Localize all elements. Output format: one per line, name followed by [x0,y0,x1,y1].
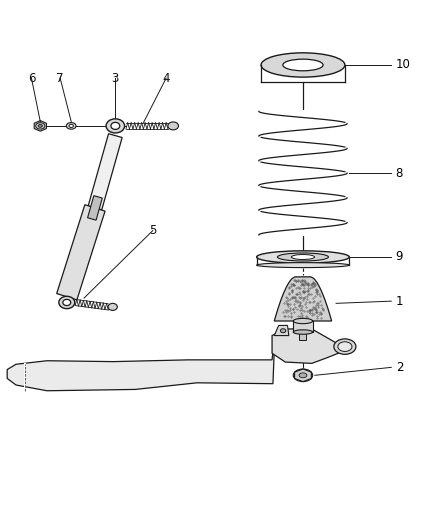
Ellipse shape [168,122,178,130]
Ellipse shape [38,124,42,127]
Polygon shape [274,325,289,336]
Text: 9: 9 [396,250,403,264]
Text: 3: 3 [112,72,119,85]
Ellipse shape [261,53,345,77]
Ellipse shape [293,318,312,324]
Ellipse shape [257,263,349,268]
Ellipse shape [338,342,352,352]
Ellipse shape [299,373,307,378]
Polygon shape [272,329,349,363]
Ellipse shape [111,122,120,130]
Ellipse shape [278,253,329,261]
Ellipse shape [66,122,76,129]
Ellipse shape [280,329,286,333]
Polygon shape [274,277,332,321]
Ellipse shape [59,296,75,308]
Polygon shape [34,121,46,131]
FancyBboxPatch shape [299,332,307,340]
Ellipse shape [106,119,125,133]
Text: 2: 2 [396,361,403,374]
Polygon shape [88,196,102,220]
Ellipse shape [108,303,117,310]
Text: 10: 10 [396,59,410,71]
Polygon shape [88,134,122,210]
Ellipse shape [293,330,312,334]
Text: 1: 1 [396,295,403,308]
Text: 4: 4 [162,72,170,85]
Ellipse shape [69,124,73,127]
Ellipse shape [63,299,71,305]
Ellipse shape [283,59,323,71]
FancyBboxPatch shape [293,321,312,332]
Polygon shape [57,205,105,300]
Text: 8: 8 [396,167,403,179]
Polygon shape [295,369,312,381]
Text: 7: 7 [56,72,64,85]
Ellipse shape [334,339,356,354]
Text: 5: 5 [149,224,156,237]
Text: 6: 6 [28,72,35,85]
Polygon shape [7,338,274,391]
Ellipse shape [291,254,315,260]
Ellipse shape [257,251,349,263]
